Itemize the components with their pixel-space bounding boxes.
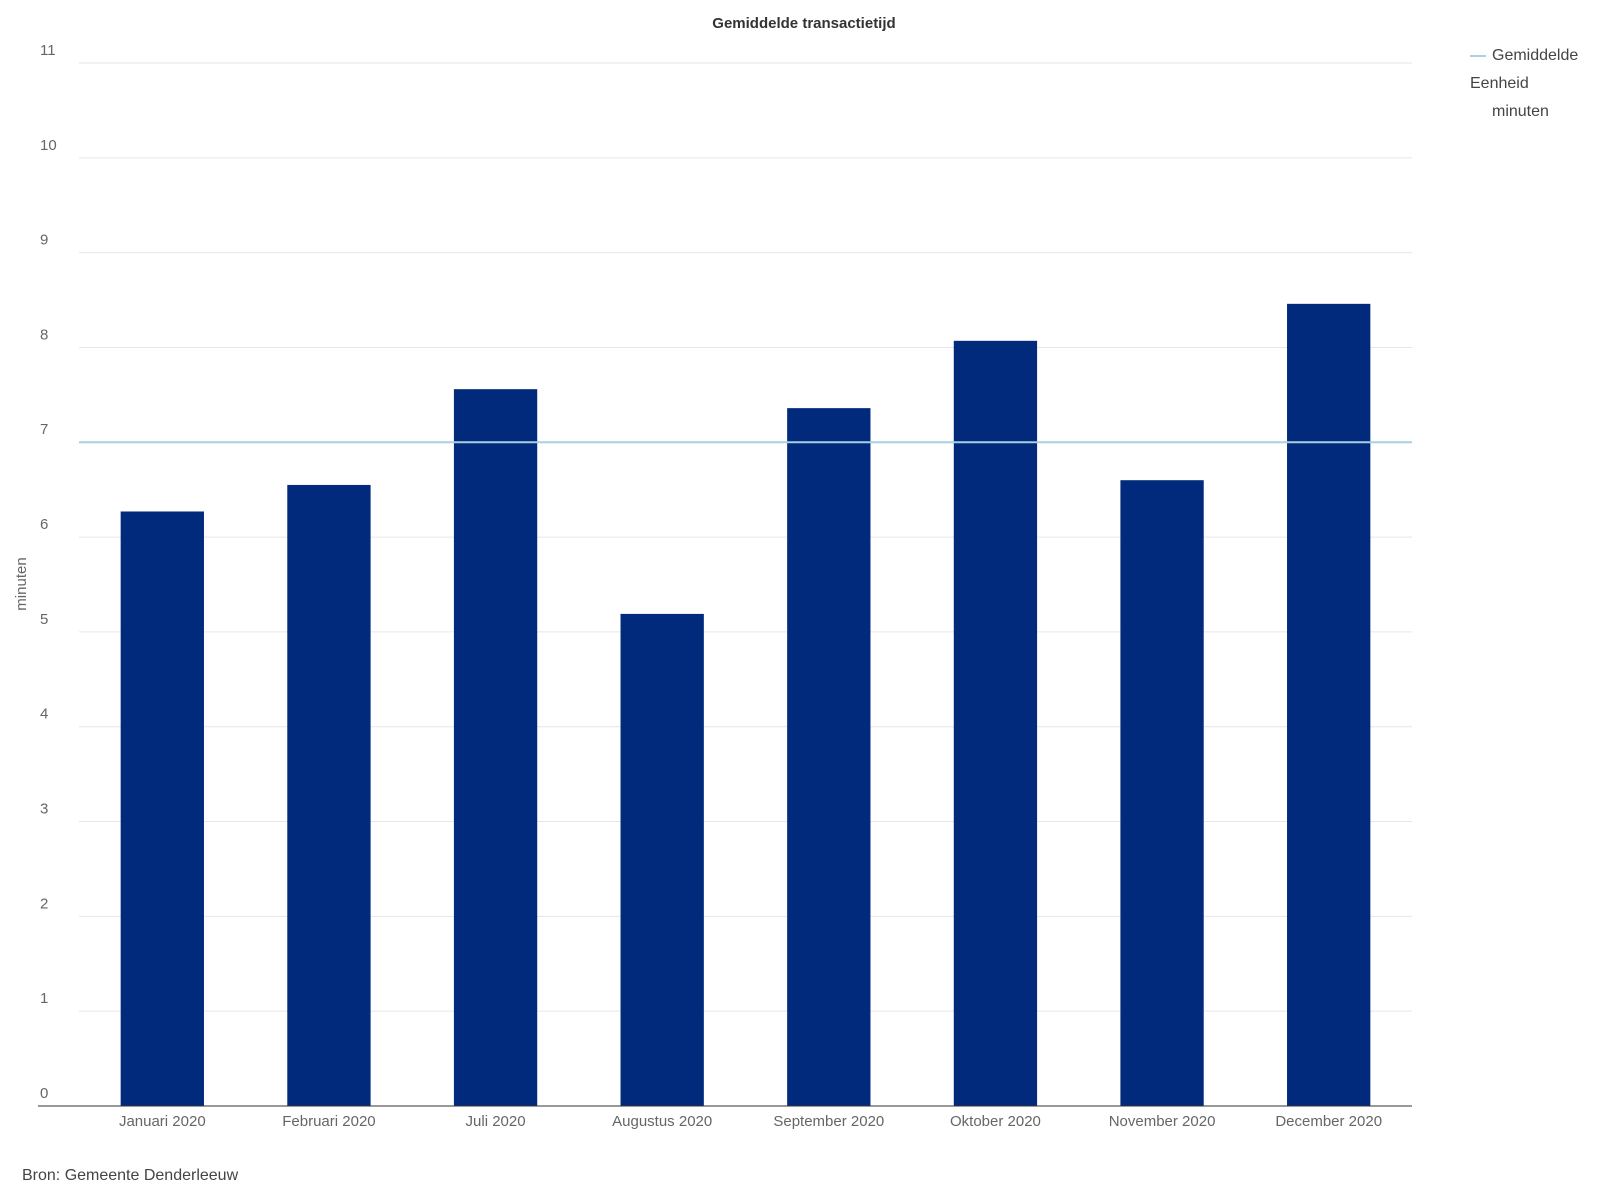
x-tick-label: Januari 2020 (119, 1113, 206, 1130)
y-tick-label: 2 (40, 895, 48, 912)
x-tick-label: November 2020 (1109, 1113, 1216, 1130)
bar (287, 484, 371, 1106)
y-tick-label: 11 (40, 42, 56, 59)
x-tick-label: Juli 2020 (466, 1113, 526, 1130)
y-axis-label: minuten (13, 557, 30, 610)
x-tick-label: Augustus 2020 (612, 1113, 712, 1130)
bar (1120, 480, 1204, 1106)
y-tick-label: 1 (40, 990, 48, 1007)
legend-label: Gemiddelde (1492, 47, 1578, 64)
x-tick-label: December 2020 (1275, 1113, 1382, 1130)
y-tick-label: 6 (40, 516, 48, 533)
bar (453, 389, 538, 1106)
legend-unit: minuten (1492, 103, 1549, 120)
y-tick-label: 8 (40, 326, 48, 343)
bar (787, 408, 871, 1106)
y-tick-label: 9 (40, 232, 48, 249)
x-tick-label: September 2020 (773, 1113, 884, 1130)
legend-unit-title: Eenheid (1470, 75, 1529, 92)
y-tick-label: 5 (40, 611, 48, 628)
bar (1287, 303, 1371, 1106)
y-tick-label: 0 (40, 1085, 48, 1102)
y-tick-label: 10 (40, 137, 57, 154)
bar (620, 613, 704, 1106)
x-tick-label: Oktober 2020 (950, 1113, 1041, 1130)
y-tick-label: 4 (40, 706, 48, 723)
bar (120, 511, 204, 1106)
x-tick-label: Februari 2020 (282, 1113, 375, 1130)
y-tick-label: 3 (40, 801, 48, 818)
source: Bron: Gemeente Denderleeuw (22, 1167, 239, 1184)
bar (953, 340, 1038, 1106)
chart-title: Gemiddelde transactietijd (712, 15, 895, 32)
y-tick-label: 7 (40, 421, 48, 438)
